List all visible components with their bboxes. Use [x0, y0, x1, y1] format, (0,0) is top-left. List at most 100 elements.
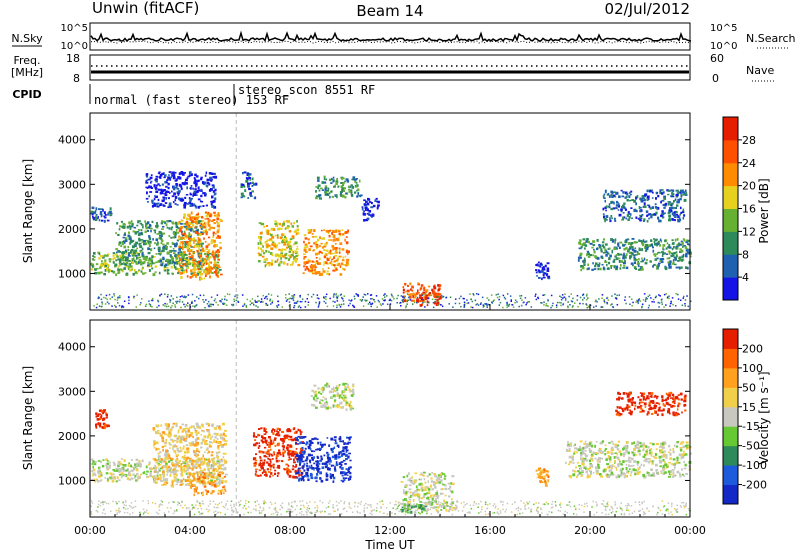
data-cell — [325, 261, 328, 265]
data-cell — [293, 304, 296, 307]
data-cell — [97, 297, 99, 300]
data-cell — [124, 249, 127, 253]
data-cell — [673, 256, 676, 259]
scatter-region — [535, 261, 551, 281]
data-cell — [315, 257, 318, 259]
data-cell — [191, 300, 193, 303]
data-cell — [215, 236, 219, 239]
data-cell — [214, 463, 217, 466]
data-cell — [338, 251, 341, 254]
data-cell — [160, 424, 163, 427]
data-cell — [202, 492, 204, 496]
data-cell — [299, 294, 301, 297]
data-cell — [602, 266, 605, 270]
data-cell — [204, 472, 206, 475]
data-cell — [168, 259, 172, 262]
data-cell — [643, 293, 646, 295]
data-cell — [280, 227, 283, 230]
data-cell — [518, 305, 520, 308]
data-cell — [286, 298, 289, 301]
data-cell — [220, 458, 223, 461]
data-cell — [407, 284, 409, 287]
data-cell — [211, 254, 214, 256]
data-cell — [671, 195, 675, 198]
data-cell — [620, 210, 623, 213]
data-cell — [606, 297, 608, 299]
data-cell — [656, 242, 659, 245]
data-cell — [127, 245, 130, 249]
data-cell — [652, 265, 654, 268]
data-cell — [127, 464, 130, 467]
data-cell — [220, 460, 223, 462]
data-cell — [153, 440, 156, 443]
data-cell — [176, 191, 180, 193]
data-cell — [348, 441, 351, 444]
data-cell — [206, 212, 210, 216]
data-cell — [176, 239, 180, 242]
data-cell — [643, 218, 646, 221]
data-cell — [141, 266, 144, 269]
data-cell — [433, 295, 437, 298]
data-cell — [586, 268, 589, 271]
data-cell — [148, 258, 151, 262]
data-cell — [99, 210, 103, 214]
data-cell — [104, 423, 107, 427]
data-cell — [567, 305, 569, 308]
data-cell — [581, 243, 584, 247]
data-cell — [334, 301, 336, 303]
data-cell — [256, 301, 258, 303]
data-cell — [108, 258, 112, 261]
data-cell — [163, 176, 166, 179]
data-cell — [449, 296, 452, 298]
data-cell — [129, 242, 132, 245]
data-cell — [295, 302, 298, 304]
data-cell — [109, 207, 112, 211]
data-cell — [685, 239, 689, 242]
data-cell — [357, 295, 360, 297]
data-cell — [552, 302, 554, 305]
data-cell — [182, 271, 186, 274]
data-cell — [216, 251, 219, 254]
data-cell — [340, 194, 343, 197]
data-cell — [90, 268, 93, 271]
data-cell — [224, 489, 227, 492]
data-cell — [129, 241, 133, 244]
data-cell — [644, 300, 647, 302]
data-cell — [192, 462, 194, 466]
data-cell — [624, 296, 626, 298]
data-cell — [214, 175, 218, 179]
data-cell — [194, 305, 196, 308]
data-cell — [125, 272, 129, 275]
data-cell — [560, 302, 562, 304]
data-cell — [298, 478, 301, 482]
data-cell — [193, 190, 196, 194]
data-cell — [631, 246, 634, 249]
data-cell — [543, 294, 546, 296]
data-cell — [560, 299, 563, 301]
data-cell — [608, 206, 611, 209]
data-cell — [198, 464, 201, 467]
data-cell — [335, 247, 338, 250]
data-cell — [144, 230, 148, 233]
data-cell — [201, 242, 204, 245]
data-cell — [120, 472, 124, 475]
data-cell — [97, 272, 100, 275]
data-cell — [155, 431, 158, 434]
data-cell — [194, 478, 197, 482]
data-cell — [508, 305, 510, 307]
data-cell — [178, 439, 182, 443]
data-cell — [320, 197, 322, 200]
data-cell — [302, 467, 304, 470]
data-cell — [139, 462, 142, 465]
data-cell — [223, 484, 226, 488]
data-cell — [95, 263, 99, 266]
data-cell — [95, 426, 98, 429]
data-cell — [112, 252, 115, 255]
data-cell — [149, 191, 153, 193]
data-cell — [328, 273, 331, 276]
data-cell — [419, 304, 422, 307]
data-cell — [180, 306, 182, 309]
data-cell — [168, 435, 171, 438]
data-cell — [136, 479, 139, 481]
data-cell — [113, 463, 116, 466]
